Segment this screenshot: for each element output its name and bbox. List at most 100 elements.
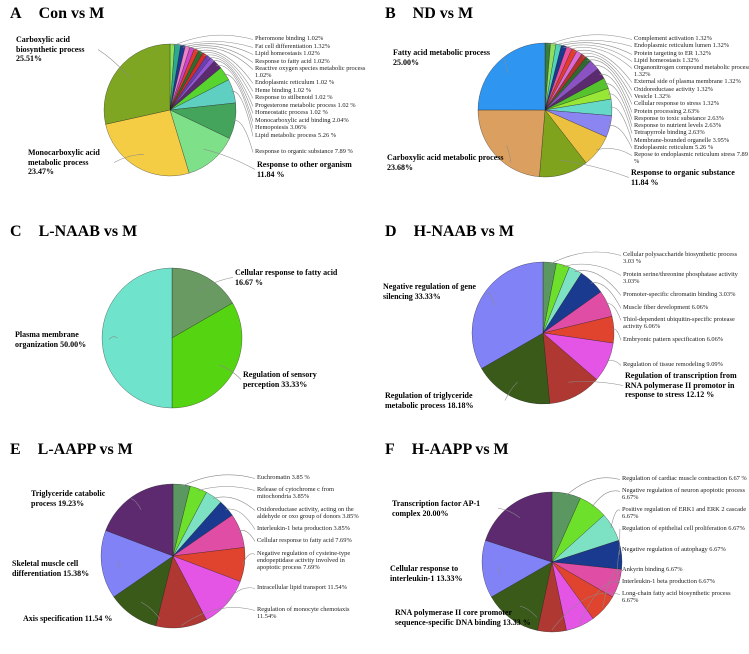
leader-line xyxy=(596,148,633,156)
leader-line xyxy=(203,148,256,170)
slice-label-major: RNA polymerase II core promoter sequence… xyxy=(395,608,531,627)
leader-line xyxy=(207,57,254,107)
leader-line xyxy=(219,365,242,380)
pie-slice xyxy=(171,302,243,409)
leader-line xyxy=(578,52,633,91)
panel-title: B ND vs M xyxy=(385,5,473,23)
leader-line xyxy=(599,73,633,120)
slice-label-major: Response to other organism 11.84 % xyxy=(257,160,352,179)
panel-name: L-NAAB vs M xyxy=(38,223,138,240)
slice-label-major: Regulation of sensory perception 33.33% xyxy=(243,370,317,389)
slice-label: Regulation of tissue remodeling 9.09% xyxy=(623,361,723,369)
slice-label: Long-chain fatty acid biosynthetic proce… xyxy=(622,590,731,605)
pie-slice xyxy=(471,261,544,369)
panel-title: E L-AAPP vs M xyxy=(10,441,133,459)
leader-line xyxy=(199,277,234,291)
panel-b: B ND vs M Complement activation 1.32% Endo… xyxy=(375,0,749,218)
slice-label-major: Cellular response to interleukin-1 13.33… xyxy=(390,564,463,583)
leader-line xyxy=(231,91,254,137)
leader-line xyxy=(223,74,254,129)
slice-label: Cellular response to stress 1.32% xyxy=(634,100,720,108)
leader-line xyxy=(609,106,633,142)
leader-line xyxy=(108,336,118,340)
leader-line xyxy=(502,57,509,74)
slice-label-major: Negative regulation of gene silencing 33… xyxy=(383,282,476,301)
pie-slice xyxy=(171,267,233,339)
leader-line xyxy=(216,65,254,122)
slice-label: Positive regulation of ERK1 and ERK 2 ca… xyxy=(622,505,747,520)
pie-chart-d xyxy=(471,251,624,405)
leader-line xyxy=(568,381,624,386)
slice-label: Oxidoreductase activity, acting on the a… xyxy=(257,505,359,520)
leader-line xyxy=(565,477,621,496)
slice-label-major: Plasma membrane organization 50.00% xyxy=(15,330,87,349)
leader-line xyxy=(616,549,621,584)
slice-label: Intracellular lipid transport 11.54% xyxy=(257,584,347,592)
leader-line xyxy=(563,44,633,62)
leader-line xyxy=(590,282,622,309)
leader-line xyxy=(504,381,518,401)
panel-c: C L-NAAB vs M Cellular response to fatty … xyxy=(0,218,374,436)
slice-label: Lipid homeostasis 1.32% xyxy=(634,56,699,64)
leader-line xyxy=(559,159,630,178)
leader-line xyxy=(519,605,538,618)
leader-line xyxy=(573,50,633,83)
panel-a: A Con vs M Pheromone binding 1.02% Fat cel… xyxy=(0,0,374,218)
leader-line xyxy=(574,270,622,296)
leader-line xyxy=(582,56,633,98)
leader-line xyxy=(558,42,633,55)
slice-label: Lipid homeostasis 1.02% xyxy=(255,50,320,57)
pie-slice xyxy=(169,109,230,174)
leader-line xyxy=(212,496,256,511)
minor-label-list: Cellular polysaccharide biosynthetic pro… xyxy=(623,251,745,369)
pie-chart-b xyxy=(477,34,633,178)
leader-line xyxy=(551,592,621,631)
slice-label-major: Triglyceride catabolic process 19.23% xyxy=(31,489,106,508)
slice-label: Complement activation 1.32% xyxy=(634,35,712,42)
leader-line xyxy=(203,54,254,99)
slice-label: Oxidoreductase activity 1.32% xyxy=(634,85,713,93)
leader-line xyxy=(497,508,521,519)
leader-line xyxy=(587,59,633,105)
slice-label: Cellular polysaccharide biosynthetic pro… xyxy=(623,251,738,265)
slice-label-major: Fatty acid metabolic process 25.00% xyxy=(393,48,490,67)
leader-line xyxy=(97,49,131,78)
leader-line xyxy=(232,120,254,153)
pie-slice xyxy=(481,332,550,405)
panel-title: A Con vs M xyxy=(10,5,104,23)
pie-chart-e xyxy=(100,474,256,629)
minor-label-list: Pheromone binding 1.02% Fat cell differen… xyxy=(255,35,371,156)
pie-slice xyxy=(481,540,553,598)
slice-label: Thiol-dependent ubiquitin-specific prote… xyxy=(623,316,735,331)
slice-label: Response to organic substance 7.89 % xyxy=(255,148,353,156)
leader-line xyxy=(172,34,254,47)
slice-label: Endoplasmic reticulum 5.26 % xyxy=(634,144,714,152)
panel-letter: C xyxy=(10,223,22,240)
leader-line xyxy=(497,567,501,574)
pie-slice xyxy=(101,267,173,409)
slice-label: Response to toxic substance 2.63% xyxy=(634,114,724,122)
slice-label: Muscle fiber development 6.06% xyxy=(623,303,709,311)
leader-line xyxy=(211,60,254,114)
leader-line xyxy=(113,154,145,163)
pie-chart-c xyxy=(101,267,243,409)
leader-line xyxy=(607,125,633,149)
leader-line xyxy=(579,581,621,625)
pie-slice xyxy=(485,491,553,563)
slice-label-major: Response to organic substance 11.84 % xyxy=(631,168,735,187)
leader-line xyxy=(199,52,254,92)
panel-letter: B xyxy=(385,5,396,22)
slice-label: Homeostatic process 1.02 % xyxy=(255,109,328,117)
leader-line xyxy=(181,474,256,487)
slice-label: Progesterone metabolic process 1.02 % xyxy=(255,101,356,109)
slice-label: Embryonic pattern specification 6.06% xyxy=(623,336,724,344)
slice-label: Monocarboxylic acid binding 2.04% xyxy=(255,116,349,124)
slice-label-major: Carboxylic acid biosynthetic process 25.… xyxy=(16,35,85,64)
panel-title: D H-NAAB vs M xyxy=(385,223,514,241)
slice-label: Membrane-bounded organelle 3.95% xyxy=(634,136,730,144)
leader-line xyxy=(547,34,633,46)
leader-line xyxy=(605,303,622,321)
slice-label: Reactive oxygen species metabolic proces… xyxy=(255,65,366,79)
panel-f: F H-AAPP vs M Regulation of cardiac muscl… xyxy=(375,436,749,654)
